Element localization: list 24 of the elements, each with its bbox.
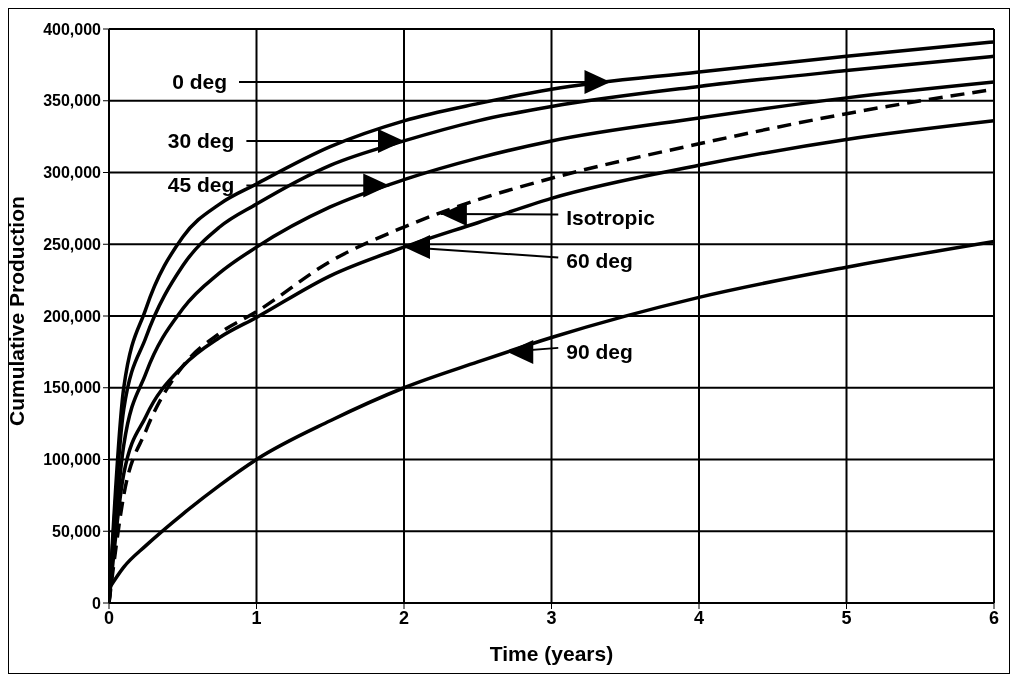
y-tick-label: 250,000 bbox=[43, 235, 102, 253]
y-axis-title: Cumulative Production bbox=[5, 196, 29, 426]
y-tick-label: 0 bbox=[92, 594, 102, 612]
y-tick-label: 200,000 bbox=[43, 307, 102, 325]
x-tick-label: 2 bbox=[398, 607, 410, 628]
annotation: Isotropic bbox=[566, 206, 656, 230]
y-tick-label: 300,000 bbox=[43, 164, 102, 182]
x-tick-label: 1 bbox=[251, 607, 262, 628]
x-axis-title: Time (years) bbox=[489, 642, 614, 665]
annotation: 90 deg bbox=[566, 339, 633, 363]
annotation: 45 deg bbox=[167, 173, 235, 197]
y-tick-label: 400,000 bbox=[43, 20, 102, 38]
x-tick-label: 3 bbox=[546, 607, 557, 628]
x-tick-label: 5 bbox=[841, 607, 852, 628]
annotation: 60 deg bbox=[566, 249, 633, 273]
x-tick-label: 0 bbox=[103, 607, 115, 628]
y-tick-label: 100,000 bbox=[43, 451, 102, 469]
y-tick-label: 350,000 bbox=[43, 92, 102, 110]
y-tick-label: 150,000 bbox=[43, 379, 102, 397]
annotation: 0 deg bbox=[172, 70, 227, 94]
x-tick-label: 6 bbox=[988, 607, 1000, 628]
y-tick-label: 50,000 bbox=[52, 522, 102, 540]
x-tick-label: 4 bbox=[693, 607, 705, 628]
annotation: 30 deg bbox=[167, 128, 235, 152]
